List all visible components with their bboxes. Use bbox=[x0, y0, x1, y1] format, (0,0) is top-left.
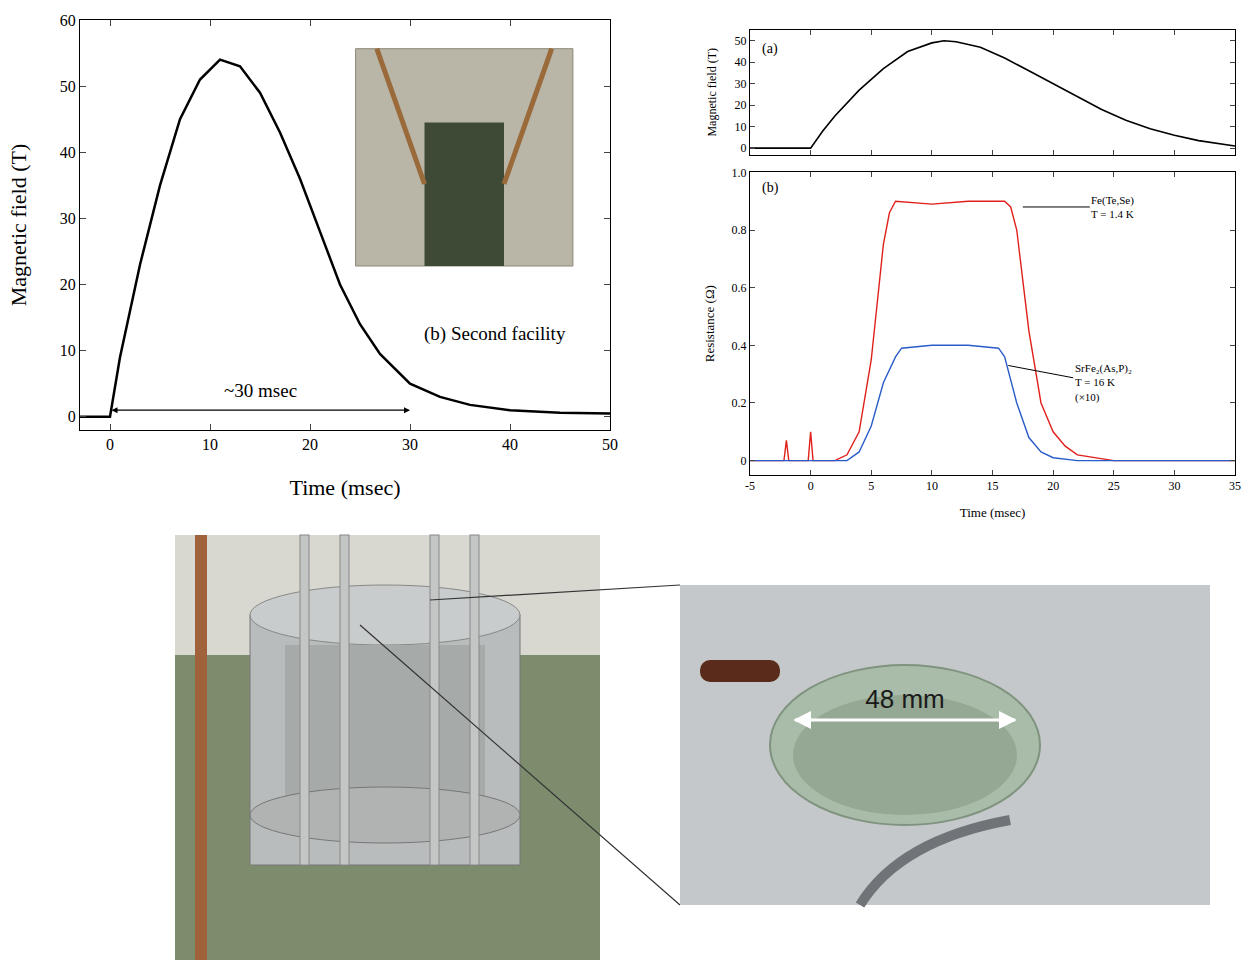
svg-text:15: 15 bbox=[987, 479, 999, 493]
svg-text:Fe(Te,Se)T = 1.4 K: Fe(Te,Se)T = 1.4 K bbox=[1091, 194, 1134, 220]
svg-text:30: 30 bbox=[735, 77, 747, 91]
svg-text:50: 50 bbox=[60, 78, 76, 95]
svg-text:30: 30 bbox=[402, 436, 418, 453]
svg-text:50: 50 bbox=[735, 34, 747, 48]
svg-text:20: 20 bbox=[1047, 479, 1059, 493]
svg-text:(b): (b) bbox=[762, 180, 779, 196]
svg-text:Resistance (Ω): Resistance (Ω) bbox=[702, 285, 717, 362]
svg-text:5: 5 bbox=[868, 479, 874, 493]
svg-text:20: 20 bbox=[735, 98, 747, 112]
svg-text:10: 10 bbox=[735, 120, 747, 134]
svg-text:20: 20 bbox=[60, 276, 76, 293]
svg-text:40: 40 bbox=[735, 55, 747, 69]
svg-text:10: 10 bbox=[60, 342, 76, 359]
svg-text:50: 50 bbox=[602, 436, 618, 453]
svg-text:(b) Second facility: (b) Second facility bbox=[424, 323, 566, 345]
svg-text:~30 msec: ~30 msec bbox=[224, 380, 297, 401]
svg-text:0.2: 0.2 bbox=[732, 396, 747, 410]
svg-text:0: 0 bbox=[741, 141, 747, 155]
svg-text:Magnetic field (T): Magnetic field (T) bbox=[6, 144, 31, 307]
svg-text:48 mm: 48 mm bbox=[865, 684, 944, 714]
svg-text:0.6: 0.6 bbox=[732, 281, 747, 295]
svg-text:0.8: 0.8 bbox=[732, 223, 747, 237]
svg-text:Time (msec): Time (msec) bbox=[960, 505, 1026, 520]
svg-text:SrFe₂(As,P)₂T = 16 K(×10): SrFe₂(As,P)₂T = 16 K(×10) bbox=[1075, 362, 1132, 404]
svg-text:0: 0 bbox=[808, 479, 814, 493]
svg-text:60: 60 bbox=[60, 12, 76, 29]
svg-text:Time (msec): Time (msec) bbox=[289, 475, 400, 500]
svg-text:1.0: 1.0 bbox=[732, 166, 747, 180]
svg-text:25: 25 bbox=[1108, 479, 1120, 493]
svg-text:0: 0 bbox=[741, 454, 747, 468]
svg-text:0.4: 0.4 bbox=[732, 339, 747, 353]
svg-text:10: 10 bbox=[202, 436, 218, 453]
svg-text:0: 0 bbox=[106, 436, 114, 453]
svg-text:-5: -5 bbox=[745, 479, 755, 493]
svg-text:Magnetic field (T): Magnetic field (T) bbox=[705, 48, 719, 137]
svg-text:10: 10 bbox=[926, 479, 938, 493]
svg-text:30: 30 bbox=[60, 210, 76, 227]
svg-text:0: 0 bbox=[68, 408, 76, 425]
svg-text:(a): (a) bbox=[762, 41, 778, 57]
svg-text:30: 30 bbox=[1168, 479, 1180, 493]
svg-text:35: 35 bbox=[1229, 479, 1241, 493]
svg-text:40: 40 bbox=[502, 436, 518, 453]
svg-text:20: 20 bbox=[302, 436, 318, 453]
svg-text:40: 40 bbox=[60, 144, 76, 161]
